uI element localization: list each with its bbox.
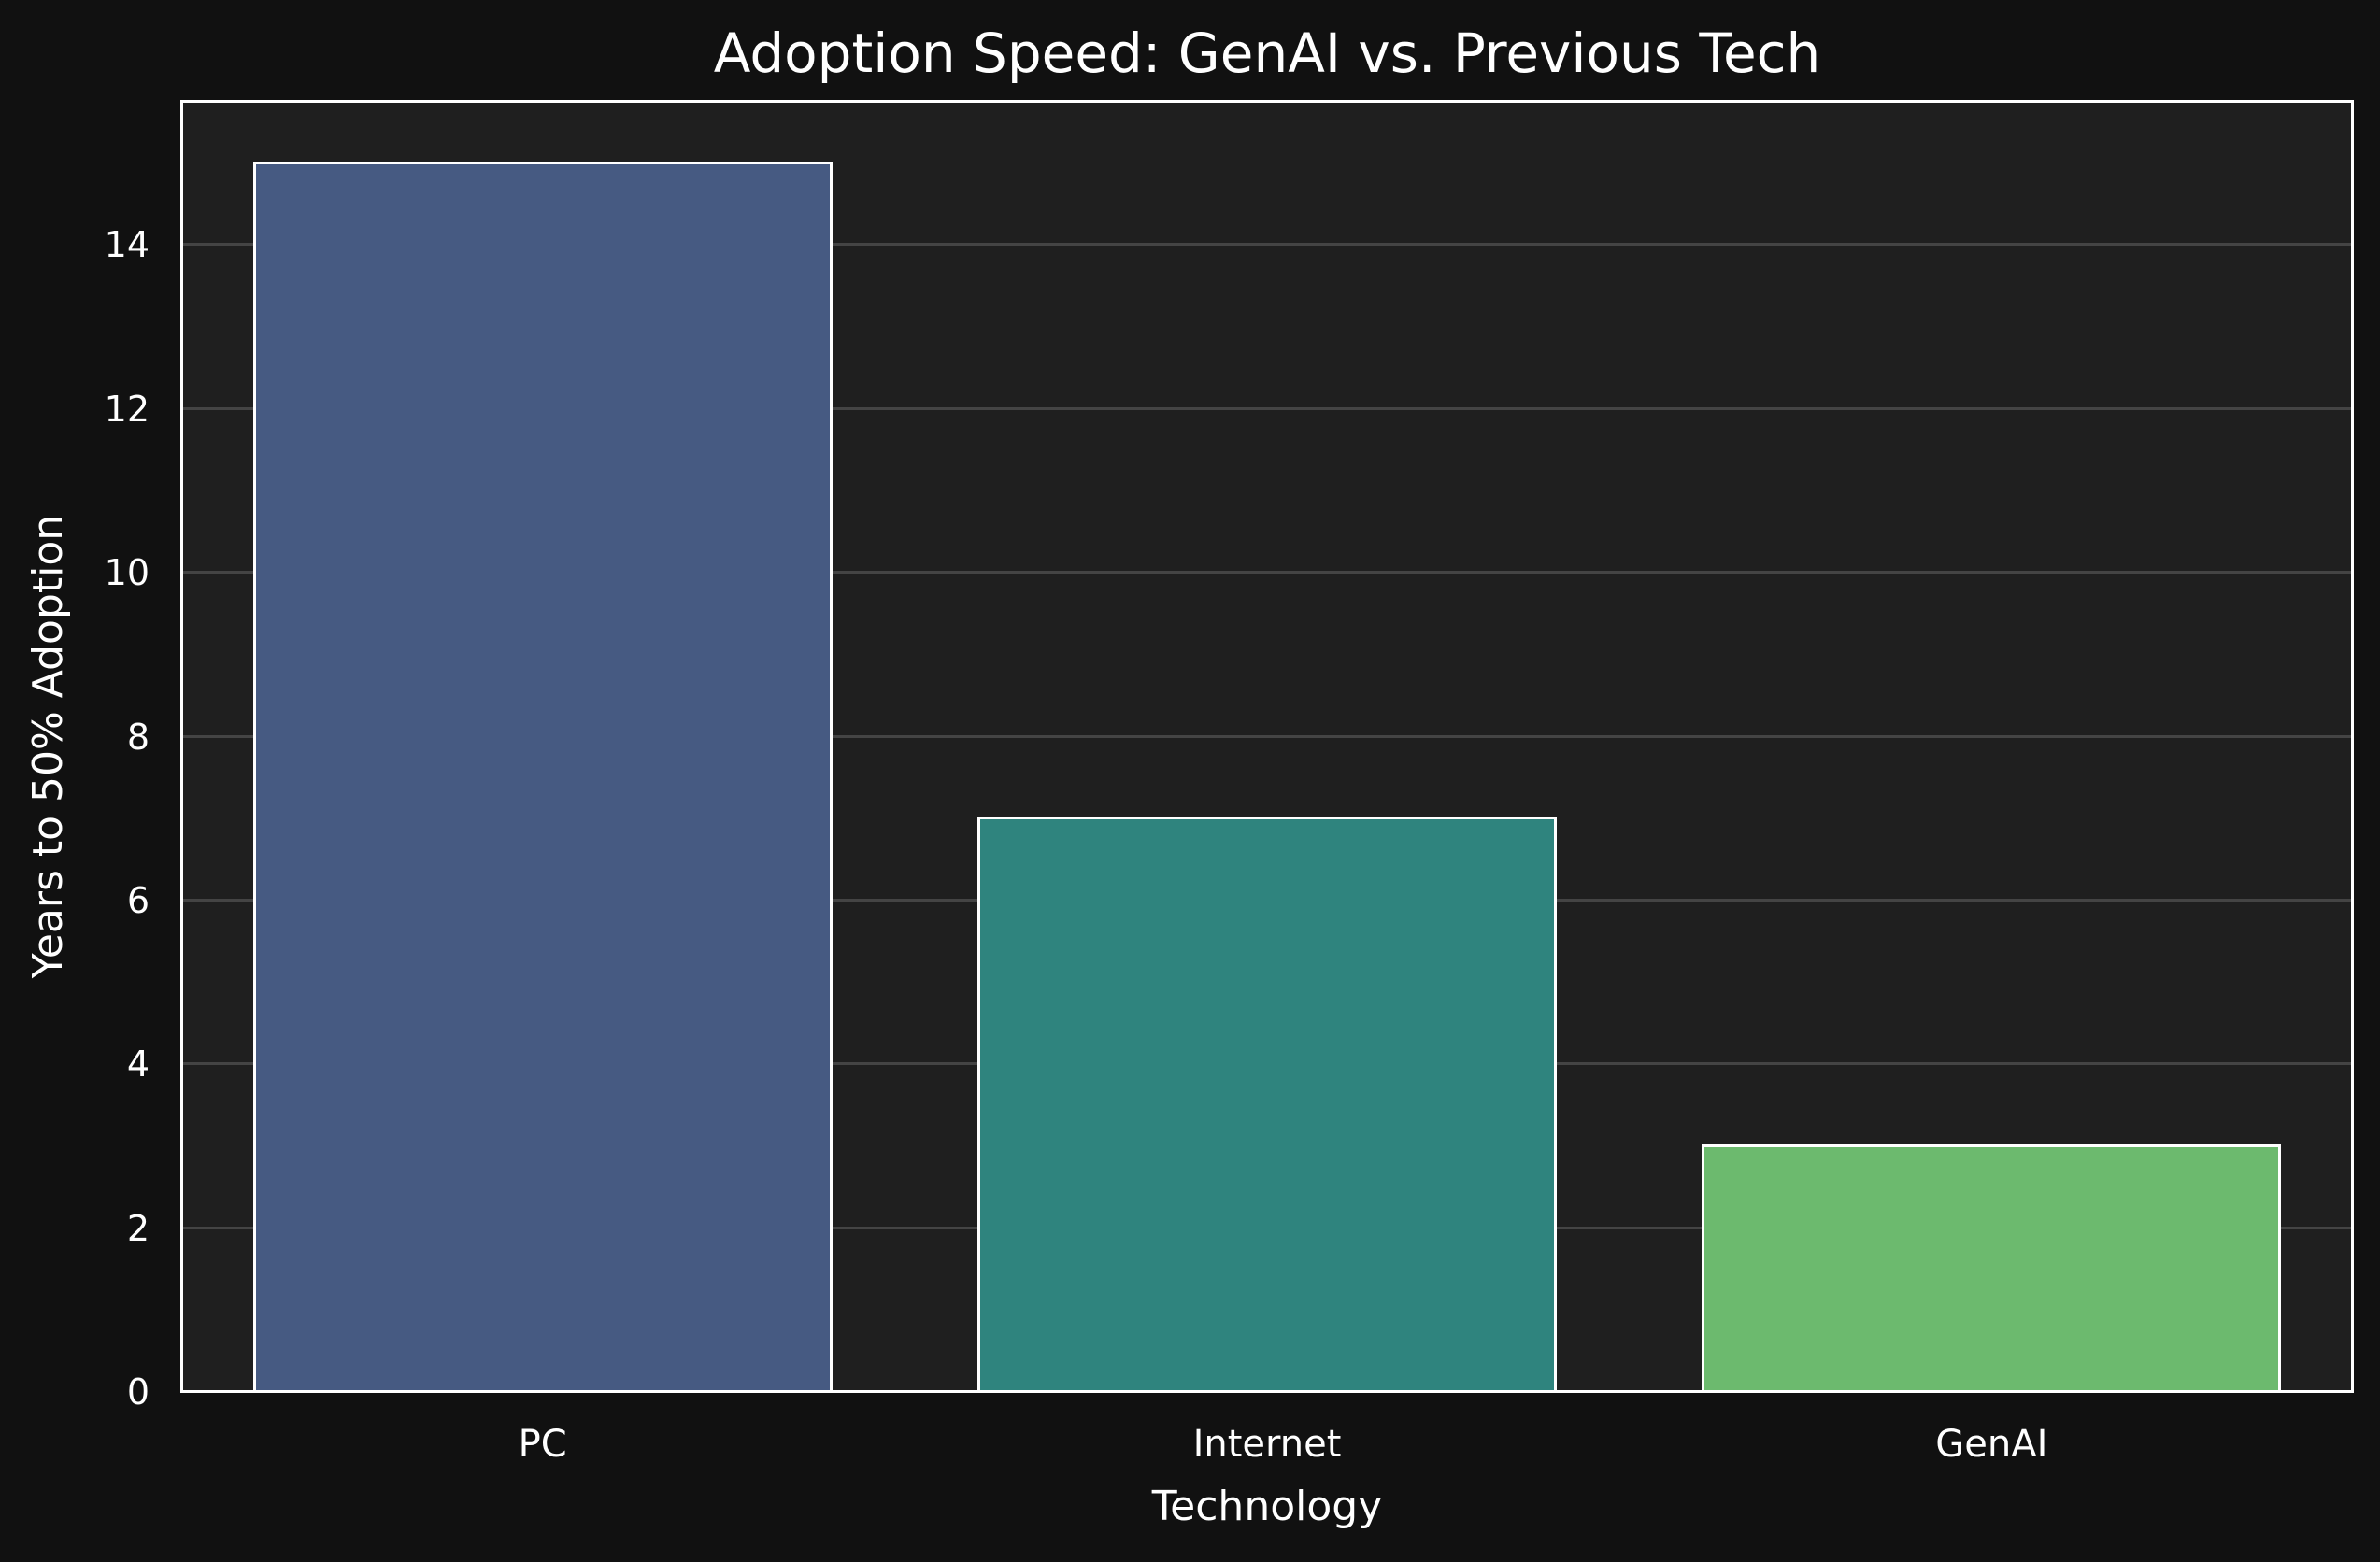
- y-tick-label: 4: [126, 1044, 150, 1086]
- gridline: [183, 734, 2351, 738]
- y-tick-label: 2: [126, 1207, 150, 1249]
- x-tick-label: PC: [518, 1423, 567, 1466]
- y-tick-label: 12: [104, 388, 150, 430]
- y-tick-label: 10: [104, 552, 150, 594]
- chart-title: Adoption Speed: GenAI vs. Previous Tech: [713, 21, 1821, 85]
- bar-internet: [976, 816, 1558, 1393]
- y-tick-label: 6: [126, 879, 150, 921]
- bar-pc: [252, 161, 833, 1393]
- y-tick-label: 14: [104, 224, 150, 266]
- gridline: [183, 571, 2351, 575]
- gridline: [183, 406, 2351, 410]
- bar-genai: [1702, 1143, 2282, 1393]
- y-tick-label: 8: [126, 716, 150, 758]
- x-axis-label: Technology: [1151, 1483, 1383, 1530]
- plot-area: [180, 100, 2354, 1393]
- x-tick-label: Internet: [1192, 1423, 1342, 1466]
- y-tick-label: 0: [126, 1371, 150, 1413]
- gridline: [183, 243, 2351, 247]
- x-tick-label: GenAI: [1935, 1423, 2048, 1466]
